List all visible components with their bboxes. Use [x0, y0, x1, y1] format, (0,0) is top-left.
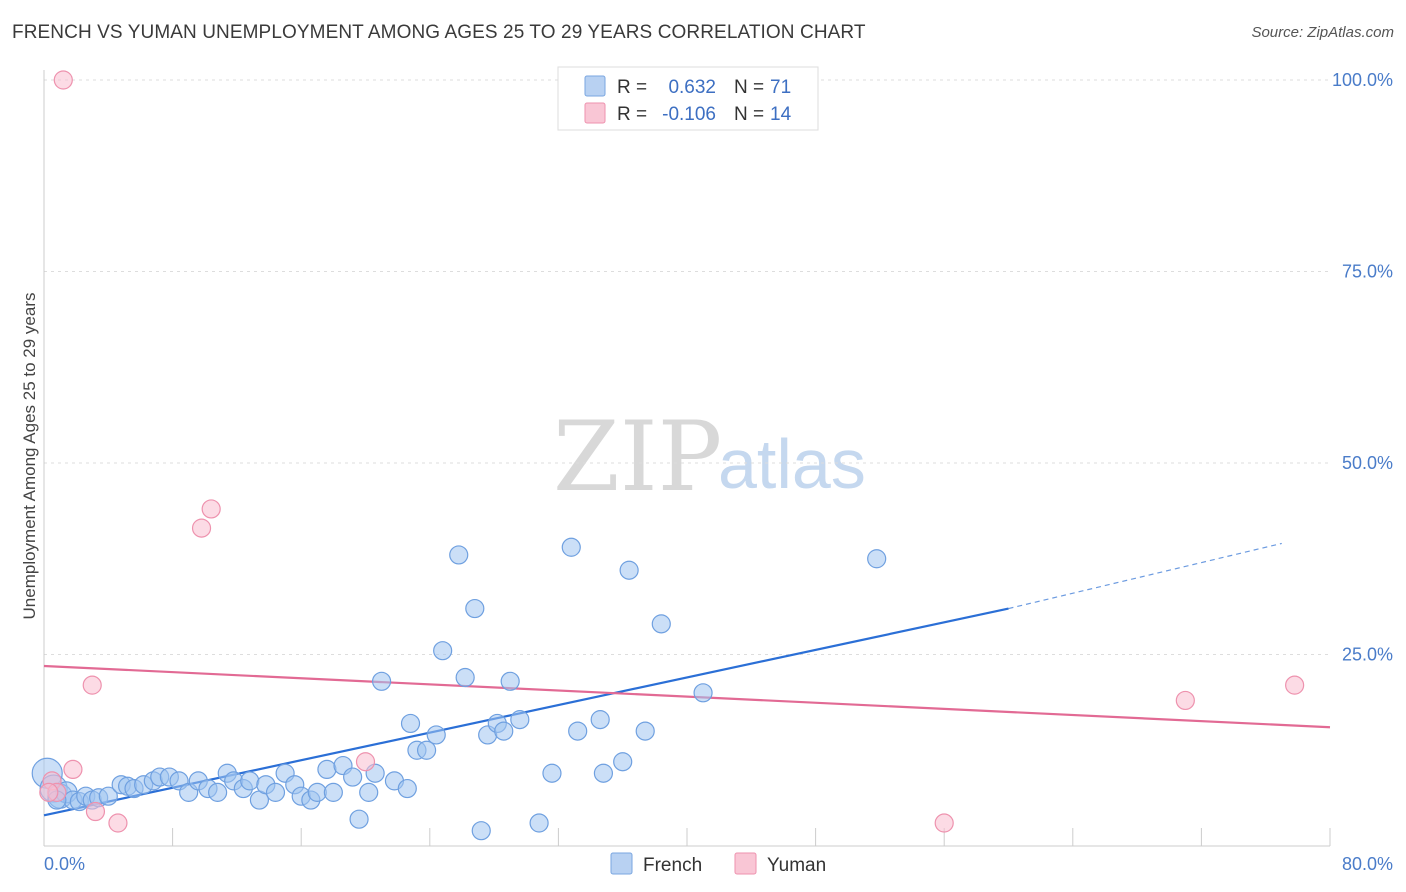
x-tick-label: 80.0% [1342, 854, 1393, 874]
yuman-point [39, 782, 59, 802]
legend-n-label: N = [734, 77, 764, 98]
legend-swatch [584, 75, 606, 97]
yuman-point [53, 70, 73, 90]
french-point [590, 710, 610, 730]
french-point [593, 763, 614, 783]
french-point [343, 767, 363, 787]
french-point [500, 671, 520, 691]
french-point [635, 721, 655, 741]
yuman-point [108, 813, 128, 833]
french-point [416, 740, 437, 760]
bottom-legend: French Yuman [610, 852, 826, 876]
x-tick-label: 0.0% [44, 854, 85, 874]
legend-swatch [584, 102, 606, 124]
yuman-point [934, 813, 954, 833]
watermark-zip: ZIP [553, 401, 722, 513]
watermark-atlas: atlas [718, 425, 866, 503]
french-point [240, 771, 260, 791]
y-tick-label: 25.0% [1342, 645, 1393, 665]
legend-n-value: 14 [770, 104, 792, 125]
watermark: ZIP atlas [553, 401, 866, 513]
french-point [426, 725, 446, 745]
y-axis-label: Unemployment Among Ages 25 to 29 years [20, 293, 39, 620]
french-point [561, 537, 581, 557]
legend-n-label: N = [734, 104, 764, 125]
french-point [433, 641, 453, 661]
yuman-point [85, 801, 106, 822]
yuman-point [82, 675, 102, 695]
y-tick-label: 50.0% [1342, 453, 1393, 473]
yuman-point [191, 518, 212, 538]
data-points [31, 70, 1305, 841]
french-point [449, 545, 469, 565]
french-point [400, 713, 421, 734]
y-tick-label: 100.0% [1332, 70, 1393, 90]
yuman-point [1175, 690, 1195, 711]
legend-r-value: 0.632 [668, 77, 716, 98]
french-point [455, 667, 475, 688]
legend-r-label: R = [617, 104, 647, 125]
chart-title: FRENCH VS YUMAN UNEMPLOYMENT AMONG AGES … [12, 22, 866, 43]
french-point [619, 560, 639, 580]
french-point [693, 683, 713, 703]
french-point [265, 782, 286, 802]
french-point [471, 821, 491, 841]
legend-r-label: R = [617, 77, 647, 98]
french-trendline-extension [1008, 542, 1282, 610]
tick-labels: 25.0% 50.0% 75.0% 100.0% 0.0% 80.0% [44, 70, 1393, 874]
french-point [465, 598, 485, 619]
french-point [371, 671, 392, 691]
french-point [529, 813, 549, 833]
french-point [397, 778, 417, 799]
french-point [613, 752, 633, 772]
legend-box: R = 0.632 N = 71 R = -0.106 N = 14 [557, 66, 819, 131]
french-point [651, 614, 671, 634]
legend-r-value: -0.106 [662, 104, 716, 125]
yuman-point [1285, 675, 1305, 695]
french-point [510, 710, 530, 730]
grid-lines [44, 79, 1330, 655]
french-point [542, 763, 562, 783]
french-point [317, 759, 337, 780]
y-tick-label: 75.0% [1342, 262, 1393, 282]
source-credit: Source: ZipAtlas.com [1251, 24, 1394, 41]
bottom-legend-label: French [643, 855, 702, 876]
legend-n-value: 71 [770, 77, 791, 98]
french-point [494, 721, 514, 741]
french-point [349, 809, 369, 829]
french-point [568, 721, 588, 741]
yuman-point [63, 759, 83, 780]
bottom-legend-label: Yuman [767, 855, 826, 876]
yuman-point [355, 752, 376, 772]
french-point [208, 782, 228, 802]
french-point [867, 549, 887, 569]
yuman-point [201, 499, 221, 519]
french-point [359, 782, 379, 802]
bottom-legend-swatch [734, 852, 757, 875]
bottom-legend-swatch [610, 852, 633, 875]
french-point [98, 786, 118, 806]
french-point [323, 782, 343, 802]
french-point [307, 782, 327, 802]
yuman-trendline [43, 664, 1331, 729]
